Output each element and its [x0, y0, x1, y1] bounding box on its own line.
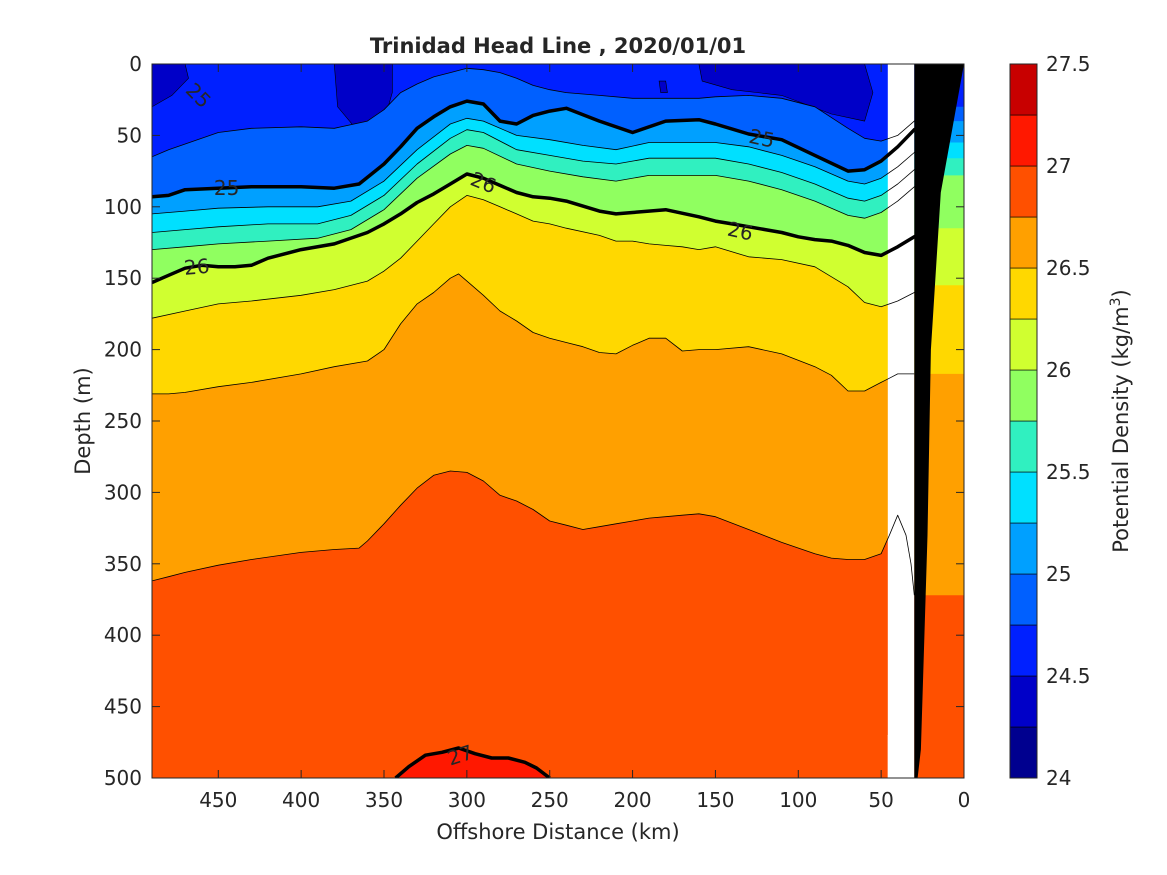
y-tick-label: 0: [129, 52, 142, 76]
colorbar-swatch: [1009, 471, 1038, 524]
isoline-25: [152, 99, 932, 199]
x-tick-label: 400: [282, 788, 320, 812]
colorbar-swatch: [1009, 216, 1038, 269]
band-pocket-3: [698, 64, 874, 122]
colorbar-swatch: [1009, 624, 1038, 677]
x-tick-label: 250: [531, 788, 569, 812]
chart-title: Trinidad Head Line , 2020/01/01: [370, 34, 746, 58]
isoline-24_75: [152, 67, 932, 158]
isoline-26_25: [152, 195, 932, 319]
isoline-25_25: [152, 117, 932, 215]
y-tick-label: 250: [104, 409, 142, 433]
x-tick-label: 50: [868, 788, 893, 812]
x-tick-label: 150: [696, 788, 734, 812]
colorbar-swatch: [1009, 369, 1038, 422]
colorbar-swatch: [1009, 318, 1038, 371]
seafloor: [914, 64, 964, 778]
isoline-26_75: [152, 470, 915, 596]
isoline-label-4: 26: [725, 217, 755, 246]
x-axis-label: Offshore Distance (km): [436, 820, 679, 844]
isoline-26: [152, 172, 932, 285]
y-tick-label: 300: [104, 480, 142, 504]
colorbar-tick-label: 24.5: [1046, 664, 1091, 688]
isoline-label-5: 26: [183, 254, 210, 280]
x-tick-label: 450: [199, 788, 237, 812]
colorbar-tick-label: 25: [1046, 562, 1071, 586]
y-axis-label: Depth (m): [71, 367, 95, 474]
colorbar-tick-label: 27.5: [1046, 52, 1091, 76]
colorbar-label-superscript: 3: [1108, 297, 1124, 306]
isoline-25_5: [152, 129, 932, 233]
colorbar-label: Potential Density (kg/m3): [1108, 289, 1133, 553]
colorbar-swatch: [1009, 573, 1038, 626]
y-axis: 0 50 100 150 200 250 300 350 400 450 500: [104, 52, 964, 790]
y-tick-label: 100: [104, 195, 142, 219]
band-pocket-2: [658, 80, 668, 93]
density-contour-fills: [152, 64, 964, 778]
colorbar-tick-label: 26.5: [1046, 256, 1091, 280]
x-tick-label: 300: [448, 788, 486, 812]
isoline-label-text: 26: [725, 217, 755, 246]
colorbar-tick-label: 26: [1046, 358, 1071, 382]
isoline-label-text: 25: [214, 176, 239, 200]
y-tick-label: 500: [104, 766, 142, 790]
colorbar-tick-label: 25.5: [1046, 460, 1091, 484]
isoline-26_5: [152, 273, 915, 395]
colorbar-swatch: [1009, 522, 1038, 575]
colorbar-swatch: [1009, 420, 1038, 473]
colorbar-label-suffix: ): [1109, 289, 1133, 297]
bottom-notch: [887, 720, 902, 778]
density-isolines: [152, 67, 932, 778]
isoline-label-text: 25: [747, 124, 777, 153]
colorbar-swatch: [1009, 63, 1038, 116]
colorbar-tick-label: 27: [1046, 154, 1071, 178]
colorbar-swatch: [1009, 165, 1038, 218]
x-tick-label: 100: [779, 788, 817, 812]
colorbar-swatch: [1009, 267, 1038, 320]
y-tick-label: 200: [104, 338, 142, 362]
x-tick-label: 0: [958, 788, 971, 812]
band-above-27: [395, 748, 550, 778]
isoline-27: [394, 746, 551, 778]
isoline-label-1: 25: [747, 124, 777, 153]
band-pocket-0: [152, 64, 189, 108]
x-tick-label: 350: [365, 788, 403, 812]
x-axis: 450 400 350 300 250 200 150 100 50 0: [199, 64, 970, 812]
y-tick-label: 350: [104, 552, 142, 576]
colorbar-swatch: [1009, 675, 1038, 728]
nearshore-gap: [887, 64, 930, 778]
y-tick-label: 50: [117, 123, 142, 147]
isoline-25_75: [152, 145, 932, 250]
band-above-26_75: [152, 471, 964, 778]
seafloor-mask: [887, 64, 964, 778]
y-tick-label: 450: [104, 695, 142, 719]
colorbar-swatch: [1009, 114, 1038, 167]
x-tick-label: 200: [613, 788, 651, 812]
colorbar-tick-label: 24: [1046, 766, 1071, 790]
y-tick-label: 150: [104, 266, 142, 290]
colorbar-frame: [1009, 63, 1038, 779]
y-tick-label: 400: [104, 623, 142, 647]
isoline-label-2: 25: [214, 176, 239, 200]
colorbar-swatch: [1009, 726, 1038, 779]
colorbar: 24 24.5 25 25.5 26 26.5 27 27.5: [1009, 52, 1091, 790]
colorbar-label-text: Potential Density (kg/m: [1109, 306, 1133, 552]
isoline-label-text: 26: [183, 254, 210, 280]
